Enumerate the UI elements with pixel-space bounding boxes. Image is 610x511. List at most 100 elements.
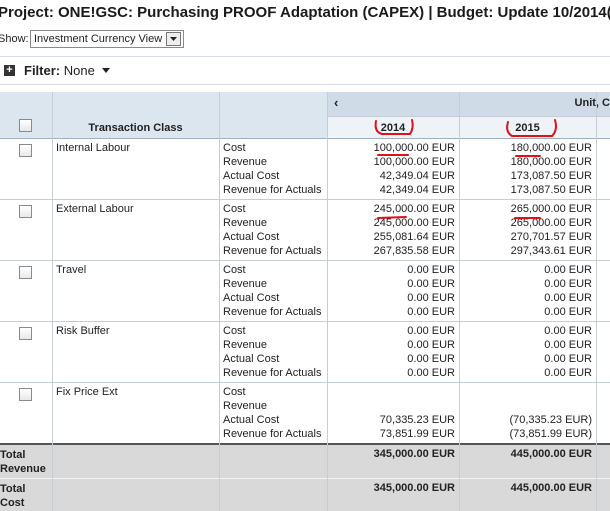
row-select[interactable] bbox=[19, 205, 32, 218]
row-select[interactable] bbox=[19, 266, 32, 279]
amount: 42,349.04 EUR bbox=[379, 184, 455, 196]
measure-label: Revenue bbox=[223, 400, 268, 412]
amount: 0.00 EUR bbox=[407, 278, 455, 290]
amount: 73,851.99 EUR bbox=[379, 428, 455, 440]
amount: 267,835.58 EUR bbox=[373, 245, 455, 257]
total-label: Total Revenue bbox=[0, 449, 46, 475]
hline bbox=[327, 116, 610, 117]
amount: 0.00 EUR bbox=[407, 339, 455, 351]
amount: 0.00 EUR bbox=[407, 367, 455, 379]
amount: (70,335.23 EUR) bbox=[509, 414, 592, 426]
amount: 0.00 EUR bbox=[544, 353, 592, 365]
amount: 0.00 EUR bbox=[544, 292, 592, 304]
select-all[interactable] bbox=[19, 119, 32, 132]
column-line bbox=[459, 92, 460, 511]
row-select[interactable] bbox=[19, 388, 32, 401]
row-line bbox=[0, 478, 610, 479]
measure-label: Actual Cost bbox=[223, 231, 280, 243]
measure-label: Cost bbox=[223, 325, 246, 337]
amount: 245,000.00 EUR bbox=[373, 217, 455, 229]
total-divider bbox=[0, 443, 610, 445]
transaction-class: External Labour bbox=[56, 203, 134, 215]
column-line bbox=[219, 92, 220, 511]
amount: 0.00 EUR bbox=[544, 325, 592, 337]
row-line bbox=[0, 321, 610, 322]
filter-arrow[interactable] bbox=[101, 67, 111, 75]
show-label: Show: bbox=[0, 33, 29, 45]
column-line bbox=[327, 92, 328, 511]
measure-label: Cost bbox=[223, 142, 246, 154]
measure-label: Actual Cost bbox=[223, 414, 280, 426]
measure-label: Cost bbox=[223, 203, 246, 215]
transaction-class: Risk Buffer bbox=[56, 325, 110, 337]
measure-label: Revenue bbox=[223, 339, 268, 351]
amount: 0.00 EUR bbox=[544, 367, 592, 379]
total-amount: 345,000.00 EUR bbox=[373, 482, 455, 494]
measure-label: Revenue bbox=[223, 217, 268, 229]
amount: 0.00 EUR bbox=[407, 292, 455, 304]
column-line bbox=[596, 92, 597, 511]
row-line bbox=[0, 260, 610, 261]
amount: 297,343.61 EUR bbox=[510, 245, 592, 257]
amount: 255,081.64 EUR bbox=[373, 231, 455, 243]
filter-value: None bbox=[63, 63, 95, 78]
divider bbox=[0, 56, 610, 57]
amount: 70,335.23 EUR bbox=[379, 414, 455, 426]
measure-label: Revenue for Actuals bbox=[223, 428, 322, 440]
row-line bbox=[0, 382, 610, 383]
amount: 0.00 EUR bbox=[544, 306, 592, 318]
total-amount: 345,000.00 EUR bbox=[373, 448, 455, 460]
view-select[interactable]: Investment Currency View bbox=[30, 30, 184, 48]
view-select-text: Investment Currency View bbox=[34, 33, 163, 45]
measure-label: Actual Cost bbox=[223, 292, 280, 304]
measure-label: Revenue for Actuals bbox=[223, 245, 322, 257]
table: Unit, C ‹ Transaction Class 2014 2015 Interna… bbox=[0, 92, 610, 511]
amount: 265,000.00 EUR bbox=[510, 203, 592, 215]
hline bbox=[0, 138, 610, 139]
measure-label: Actual Cost bbox=[223, 170, 280, 182]
amount: 0.00 EUR bbox=[407, 264, 455, 276]
filter-expand[interactable]: + bbox=[4, 65, 15, 76]
amount: 173,087.50 EUR bbox=[510, 184, 592, 196]
measure-label: Revenue bbox=[223, 156, 268, 168]
amount: 180,000.00 EUR bbox=[510, 142, 592, 154]
amount: 100,000.00 EUR bbox=[373, 142, 455, 154]
dropdown-button[interactable] bbox=[166, 32, 181, 46]
transaction-class: Fix Price Ext bbox=[56, 386, 118, 398]
column-header: 2015 bbox=[515, 122, 540, 134]
total-label: Total Cost bbox=[0, 483, 26, 509]
page-title: Project: ONE!GSC: Purchasing PROOF Adapt… bbox=[0, 4, 610, 21]
amount: 180,000.00 EUR bbox=[510, 156, 592, 168]
amount: 265,000.00 EUR bbox=[510, 217, 592, 229]
transaction-class: Internal Labour bbox=[56, 142, 130, 154]
filter-label: Filter: bbox=[24, 63, 61, 78]
row-select[interactable] bbox=[19, 144, 32, 157]
column-header: 2014 bbox=[380, 122, 406, 134]
amount: (73,851.99 EUR) bbox=[509, 428, 592, 440]
total-band bbox=[0, 445, 610, 478]
total-amount: 445,000.00 EUR bbox=[510, 482, 592, 494]
amount: 0.00 EUR bbox=[407, 325, 455, 337]
amount: 0.00 EUR bbox=[544, 264, 592, 276]
amount: 0.00 EUR bbox=[407, 353, 455, 365]
measure-label: Cost bbox=[223, 386, 246, 398]
column-line bbox=[52, 92, 53, 511]
column-nav[interactable]: ‹ bbox=[334, 95, 339, 110]
group-header: Unit, C bbox=[574, 97, 610, 109]
amount: 0.00 EUR bbox=[407, 306, 455, 318]
measure-label: Revenue for Actuals bbox=[223, 306, 322, 318]
amount: 173,087.50 EUR bbox=[510, 170, 592, 182]
row-line bbox=[0, 199, 610, 200]
transaction-class: Travel bbox=[56, 264, 87, 276]
measure-label: Revenue bbox=[223, 278, 268, 290]
column-header: Transaction Class bbox=[88, 122, 183, 134]
amount: 245,000.00 EUR bbox=[373, 203, 455, 215]
filter[interactable]: Filter: None bbox=[24, 63, 95, 78]
measure-label: Revenue for Actuals bbox=[223, 367, 322, 379]
total-amount: 445,000.00 EUR bbox=[510, 448, 592, 460]
measure-label: Revenue for Actuals bbox=[223, 184, 322, 196]
measure-label: Cost bbox=[223, 264, 246, 276]
row-select[interactable] bbox=[19, 327, 32, 340]
